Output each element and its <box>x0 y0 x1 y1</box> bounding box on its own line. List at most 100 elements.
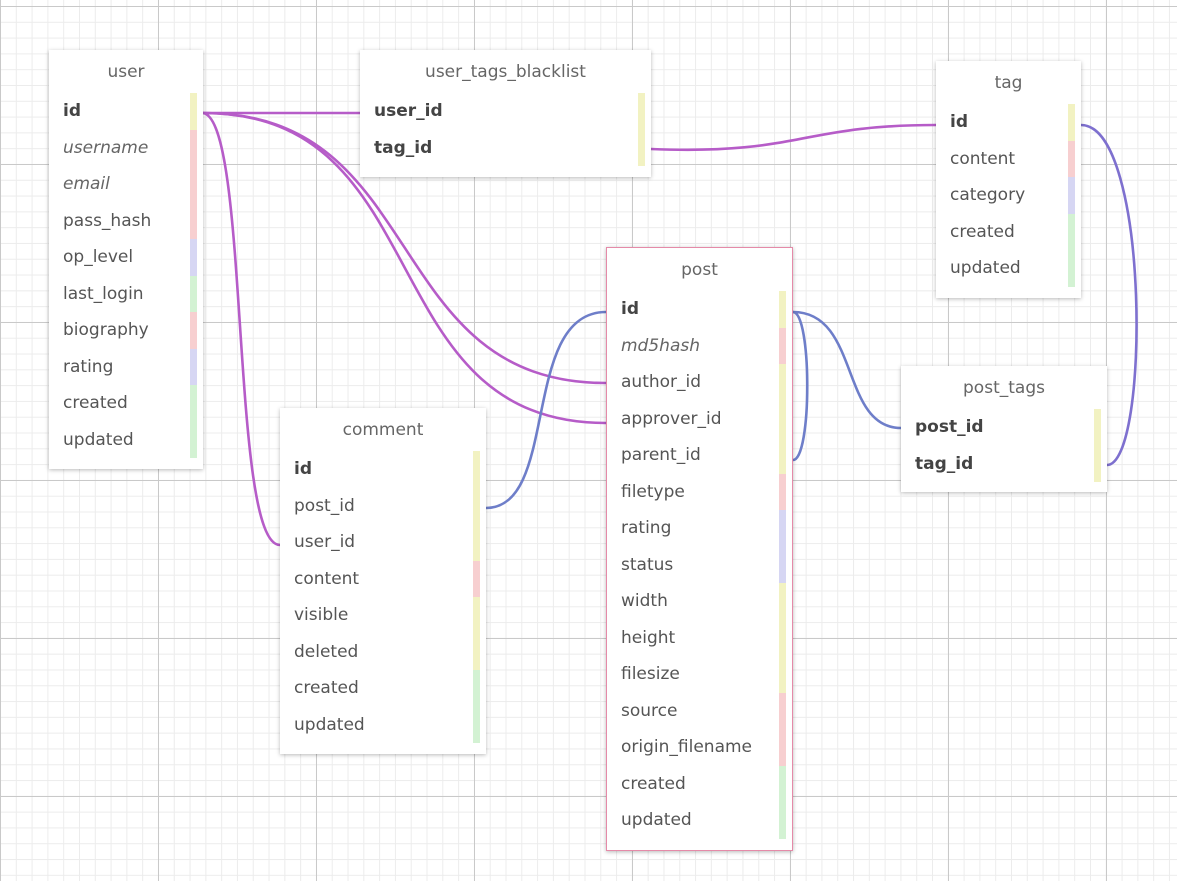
column-approver-id[interactable]: approver_id <box>621 408 722 429</box>
strip-segment <box>1094 409 1101 446</box>
column-height[interactable]: height <box>621 627 676 648</box>
strip-segment <box>473 597 480 634</box>
column-user-id[interactable]: user_id <box>294 532 356 552</box>
column-source[interactable]: source <box>621 700 678 721</box>
column-rating[interactable]: rating <box>63 356 114 377</box>
edge-post-to-comment[interactable] <box>484 310 608 510</box>
column-status[interactable]: status <box>621 554 674 575</box>
strip-segment <box>779 364 786 401</box>
strip-segment <box>190 239 197 276</box>
strip-segment <box>1068 104 1075 141</box>
column-tag-id[interactable]: tag_id <box>374 137 433 158</box>
column-id[interactable]: id <box>63 101 81 121</box>
column-type-strip <box>779 291 786 839</box>
strip-segment <box>779 327 786 364</box>
column-id[interactable]: id <box>294 459 312 479</box>
column-updated[interactable]: updated <box>950 258 1021 278</box>
strip-segment <box>473 633 480 670</box>
strip-segment <box>779 473 786 510</box>
column-list: id content category created updated <box>936 104 1081 287</box>
column-created[interactable]: created <box>63 393 128 413</box>
column-user-id[interactable]: user_id <box>374 101 443 121</box>
table-post-tags[interactable]: post_tags post_id tag_id <box>901 366 1107 492</box>
edge-post-to-post-parent[interactable] <box>791 310 809 462</box>
strip-segment <box>473 560 480 597</box>
column-md5hash[interactable]: md5hash <box>621 335 700 356</box>
strip-segment <box>779 400 786 437</box>
column-updated[interactable]: updated <box>621 810 692 830</box>
strip-segment <box>1068 250 1075 287</box>
table-tag[interactable]: tag id content category created updated <box>936 61 1081 298</box>
column-parent-id[interactable]: parent_id <box>621 445 701 465</box>
column-width[interactable]: width <box>621 591 668 611</box>
strip-segment <box>1068 177 1075 214</box>
strip-segment <box>190 93 197 130</box>
strip-segment <box>779 291 786 328</box>
column-list: id username email pass_hash op_level last_log… <box>49 93 203 458</box>
column-filetype[interactable]: filetype <box>621 481 685 502</box>
table-user-tags-blacklist[interactable]: user_tags_blacklist user_id tag_id <box>360 50 651 177</box>
table-title: user_tags_blacklist <box>425 62 586 82</box>
strip-segment <box>1068 213 1075 250</box>
column-author-id[interactable]: author_id <box>621 372 702 392</box>
column-created[interactable]: created <box>950 221 1015 242</box>
column-tag-id[interactable]: tag_id <box>915 453 974 474</box>
column-type-strip <box>190 93 197 458</box>
edge-blacklist-to-tag[interactable] <box>649 123 938 152</box>
strip-segment <box>190 385 197 422</box>
column-updated[interactable]: updated <box>294 714 365 735</box>
strip-segment <box>779 437 786 474</box>
column-origin-filename[interactable]: origin_filename <box>621 737 753 757</box>
column-deleted[interactable]: deleted <box>294 641 359 662</box>
strip-segment <box>190 348 197 385</box>
edge-post-to-post-tags[interactable] <box>791 310 903 430</box>
table-title: comment <box>342 420 424 440</box>
column-type-strip <box>1094 409 1101 482</box>
column-type-strip <box>1068 104 1075 287</box>
column-username[interactable]: username <box>63 137 149 158</box>
strip-segment <box>1094 445 1101 482</box>
table-title: user <box>107 62 145 82</box>
strip-segment <box>779 546 786 583</box>
column-category[interactable]: category <box>950 185 1026 205</box>
strip-segment <box>779 510 786 547</box>
column-visible[interactable]: visible <box>294 605 349 625</box>
strip-segment <box>473 524 480 561</box>
column-filesize[interactable]: filesize <box>621 664 680 684</box>
edge-user-to-post-approver[interactable] <box>201 111 608 425</box>
column-biography[interactable]: biography <box>63 320 149 340</box>
strip-segment <box>190 166 197 203</box>
edge-user-to-comment[interactable] <box>201 111 282 547</box>
strip-segment <box>779 692 786 729</box>
strip-segment <box>190 312 197 349</box>
column-post-id[interactable]: post_id <box>915 417 984 437</box>
column-post-id[interactable]: post_id <box>294 495 355 516</box>
column-content[interactable]: content <box>950 148 1016 169</box>
column-pass-hash[interactable]: pass_hash <box>63 210 152 231</box>
column-rating[interactable]: rating <box>621 518 672 538</box>
table-title: post <box>681 260 718 280</box>
strip-segment <box>779 729 786 766</box>
column-id[interactable]: id <box>950 112 968 132</box>
column-created[interactable]: created <box>294 678 359 698</box>
column-id[interactable]: id <box>621 299 639 319</box>
column-op-level[interactable]: op_level <box>63 247 134 267</box>
strip-segment <box>190 421 197 458</box>
strip-segment <box>190 275 197 312</box>
column-created[interactable]: created <box>621 773 686 794</box>
strip-segment <box>473 451 480 488</box>
strip-segment <box>779 583 786 620</box>
strip-segment <box>473 670 480 707</box>
strip-segment <box>190 202 197 239</box>
column-content[interactable]: content <box>294 568 360 589</box>
edge-tag-to-post-tags[interactable] <box>1079 123 1138 467</box>
column-updated[interactable]: updated <box>63 429 134 450</box>
column-email[interactable]: email <box>63 174 110 194</box>
column-last-login[interactable]: last_login <box>63 283 144 304</box>
table-title: post_tags <box>963 378 1045 398</box>
